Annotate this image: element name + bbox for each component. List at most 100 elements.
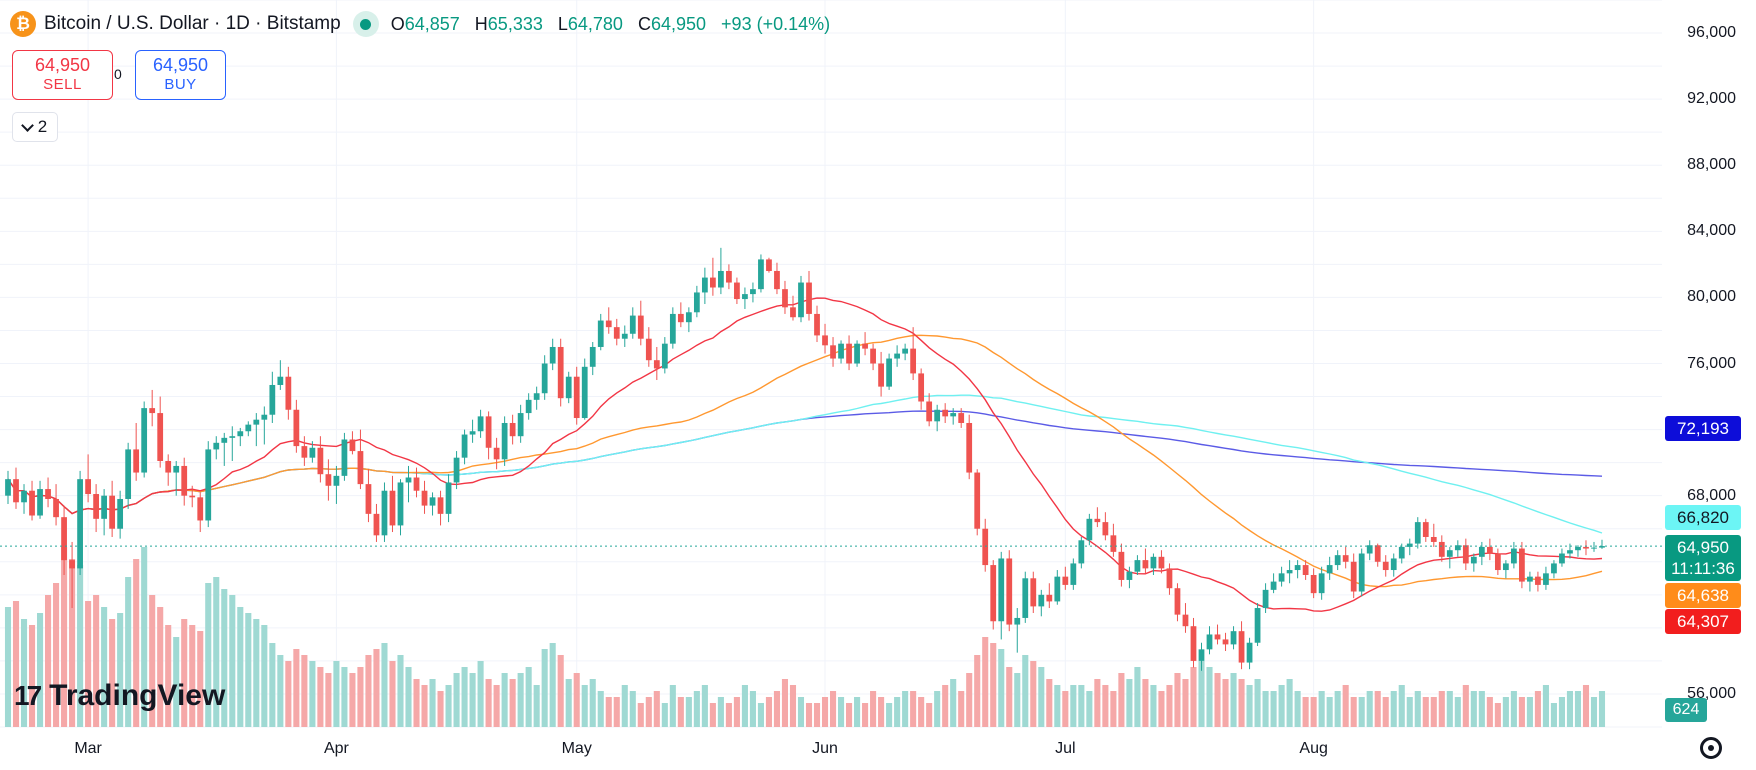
- chart-header: ₿ Bitcoin / U.S. Dollar · 1D · Bitstamp …: [10, 11, 840, 37]
- gear-icon[interactable]: [1700, 737, 1722, 759]
- candle-body: [53, 498, 59, 518]
- sell-button[interactable]: 64,950 SELL: [12, 50, 113, 100]
- buy-button[interactable]: 64,950 BUY: [135, 50, 226, 100]
- volume-bar: [381, 643, 388, 727]
- ma50-price-tag: 64,638: [1665, 583, 1741, 608]
- candle-body: [309, 447, 316, 458]
- volume-bar: [125, 577, 132, 727]
- volume-bar: [28, 625, 36, 727]
- candle-body: [397, 482, 404, 526]
- y-tick-label: 92,000: [1687, 90, 1736, 108]
- candle-body: [1046, 594, 1053, 602]
- candle-body: [93, 494, 99, 519]
- volume-bar: [982, 637, 989, 727]
- candle-body: [718, 270, 724, 288]
- candle-body: [1126, 571, 1133, 580]
- candle-body: [5, 479, 11, 496]
- volume-bar: [405, 667, 412, 727]
- candle-body: [1294, 565, 1301, 571]
- volume-bar: [205, 583, 212, 727]
- volume-bar: [926, 703, 933, 727]
- candle-body: [597, 320, 604, 347]
- volume-bar: [1022, 655, 1029, 727]
- candle-body: [693, 292, 700, 313]
- volume-bar: [910, 691, 917, 727]
- candle-body: [1110, 535, 1117, 552]
- candle-body: [373, 513, 380, 536]
- volume-bar: [1462, 685, 1469, 727]
- volume-bar: [1566, 691, 1574, 727]
- candle-body: [974, 472, 981, 529]
- tradingview-logo-mark: 17: [14, 680, 42, 711]
- market-status-icon[interactable]: [352, 11, 379, 37]
- candle-body: [1591, 547, 1597, 549]
- candle-body: [1014, 617, 1021, 625]
- volume-bar: [141, 547, 148, 727]
- indicators-toggle-button[interactable]: 2: [12, 112, 58, 142]
- candle-body: [1278, 573, 1285, 582]
- candle-body: [45, 489, 51, 499]
- candle-body: [950, 413, 957, 417]
- buy-price: 64,950: [152, 55, 209, 75]
- volume-bar: [261, 625, 268, 727]
- candle-body: [685, 312, 692, 323]
- volume-bar: [469, 673, 476, 727]
- candle-body: [926, 401, 933, 422]
- x-tick-label: May: [561, 740, 592, 757]
- close-price-tag: 64,950 11:11:36: [1665, 535, 1741, 581]
- ma20-price-tag: 64,307: [1665, 609, 1741, 634]
- candle-body: [669, 313, 676, 344]
- volume-bar: [749, 691, 756, 727]
- volume-bar: [797, 697, 805, 727]
- candle-body: [1478, 546, 1485, 557]
- low-label: L: [557, 13, 568, 34]
- candle-body: [525, 399, 532, 414]
- volume-bar: [509, 679, 516, 727]
- candle-body: [1230, 631, 1237, 645]
- candle-body: [1190, 626, 1197, 661]
- candle-body: [181, 465, 188, 496]
- symbol-title[interactable]: Bitcoin / U.S. Dollar · 1D · Bitstamp: [44, 13, 341, 34]
- candle-body: [1438, 541, 1445, 557]
- candle-body: [1302, 565, 1309, 575]
- volume-bar: [133, 559, 140, 727]
- volume-bar: [966, 673, 973, 727]
- volume-bar: [1470, 691, 1477, 727]
- indicator-count: 2: [37, 117, 48, 136]
- volume-bar: [1510, 691, 1517, 727]
- candle-body: [1070, 563, 1077, 585]
- volume-bar: [189, 625, 196, 727]
- candle-body: [253, 419, 260, 425]
- candle-body: [1246, 642, 1253, 663]
- tradingview-logo-text: TradingView: [49, 679, 226, 712]
- volume-bar: [1270, 691, 1277, 727]
- volume-bar: [653, 691, 660, 727]
- close-price-value: 64,950: [1677, 538, 1729, 557]
- tradingview-logo[interactable]: 17 TradingView: [14, 679, 225, 713]
- volume-bar: [1246, 685, 1253, 727]
- volume-bar: [1134, 667, 1141, 727]
- volume-bar: [990, 643, 997, 727]
- candle-body: [1118, 551, 1125, 580]
- candle-body: [213, 442, 220, 450]
- volume-bar: [862, 703, 869, 727]
- candle-body: [189, 495, 196, 498]
- volume-bar: [765, 697, 772, 727]
- candle-body: [1527, 576, 1533, 582]
- volume-bar: [1286, 679, 1293, 727]
- candle-body: [461, 434, 468, 458]
- candle-body: [429, 497, 436, 506]
- volume-bar: [701, 685, 708, 727]
- volume-bar: [1438, 691, 1445, 727]
- volume-bar: [1542, 685, 1549, 727]
- high-label: H: [474, 13, 488, 34]
- volume-bar: [717, 697, 724, 727]
- volume-bar: [821, 697, 829, 727]
- volume-bar: [253, 619, 260, 727]
- volume-bar: [1078, 685, 1085, 727]
- y-tick-label: 76,000: [1687, 354, 1736, 372]
- candle-body: [934, 409, 941, 422]
- candle-body: [109, 495, 116, 529]
- candle-body: [1366, 545, 1373, 554]
